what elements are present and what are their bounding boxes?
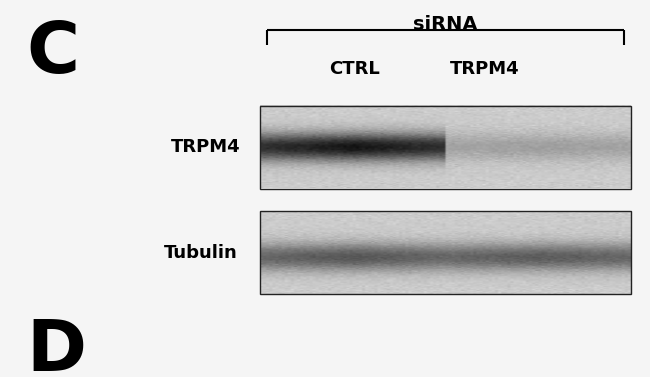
Text: D: D bbox=[26, 317, 86, 377]
Bar bbox=[260, 106, 630, 188]
Text: siRNA: siRNA bbox=[413, 15, 478, 34]
Text: TRPM4: TRPM4 bbox=[171, 138, 240, 156]
Text: C: C bbox=[26, 19, 79, 88]
Text: TRPM4: TRPM4 bbox=[449, 60, 519, 78]
Bar bbox=[260, 211, 630, 294]
Text: CTRL: CTRL bbox=[329, 60, 380, 78]
Text: Tubulin: Tubulin bbox=[164, 244, 237, 262]
